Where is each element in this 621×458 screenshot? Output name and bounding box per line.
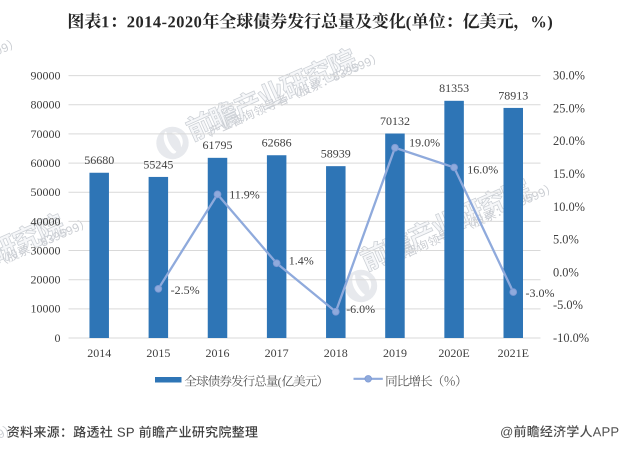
svg-text:2018: 2018 bbox=[324, 346, 348, 360]
svg-text:5.0%: 5.0% bbox=[553, 233, 579, 247]
svg-text:-10.0%: -10.0% bbox=[553, 331, 589, 345]
svg-text:19.0%: 19.0% bbox=[409, 135, 440, 149]
svg-text:0.0%: 0.0% bbox=[553, 265, 579, 279]
svg-text:10.0%: 10.0% bbox=[553, 200, 585, 214]
svg-text:2015: 2015 bbox=[146, 346, 170, 360]
svg-text:40000: 40000 bbox=[31, 214, 61, 228]
svg-text:25.0%: 25.0% bbox=[553, 101, 585, 115]
svg-text:62686: 62686 bbox=[262, 136, 292, 150]
svg-text:30000: 30000 bbox=[31, 243, 61, 257]
svg-text:16.0%: 16.0% bbox=[467, 163, 498, 177]
svg-text:10000: 10000 bbox=[31, 302, 61, 316]
svg-text:2014: 2014 bbox=[87, 346, 111, 360]
svg-text:30.0%: 30.0% bbox=[553, 69, 585, 83]
svg-text:70132: 70132 bbox=[380, 114, 410, 128]
svg-text:-5.0%: -5.0% bbox=[553, 298, 583, 312]
svg-text:2021E: 2021E bbox=[498, 346, 529, 360]
svg-text:-6.0%: -6.0% bbox=[346, 302, 375, 316]
svg-text:11.9%: 11.9% bbox=[229, 187, 260, 201]
svg-text:2020E: 2020E bbox=[438, 346, 469, 360]
svg-text:50000: 50000 bbox=[31, 185, 61, 199]
svg-text:58939: 58939 bbox=[321, 147, 351, 161]
svg-text:1.4%: 1.4% bbox=[289, 254, 314, 268]
svg-text:20000: 20000 bbox=[31, 273, 61, 287]
svg-text:2019: 2019 bbox=[383, 346, 407, 360]
svg-text:70000: 70000 bbox=[31, 127, 61, 141]
svg-text:20.0%: 20.0% bbox=[553, 134, 585, 148]
svg-text:2017: 2017 bbox=[265, 346, 289, 360]
svg-text:56680: 56680 bbox=[84, 153, 114, 167]
svg-text:0: 0 bbox=[55, 331, 61, 345]
svg-text:90000: 90000 bbox=[31, 69, 61, 83]
svg-text:2016: 2016 bbox=[206, 346, 230, 360]
svg-text:60000: 60000 bbox=[31, 156, 61, 170]
svg-text:15.0%: 15.0% bbox=[553, 167, 585, 181]
svg-text:80000: 80000 bbox=[31, 98, 61, 112]
svg-text:81353: 81353 bbox=[439, 81, 469, 95]
svg-text:-2.5%: -2.5% bbox=[171, 283, 200, 297]
svg-text:61795: 61795 bbox=[203, 138, 233, 152]
svg-text:-3.0%: -3.0% bbox=[526, 286, 555, 300]
svg-text:55245: 55245 bbox=[143, 157, 173, 171]
svg-text:78913: 78913 bbox=[498, 88, 528, 102]
